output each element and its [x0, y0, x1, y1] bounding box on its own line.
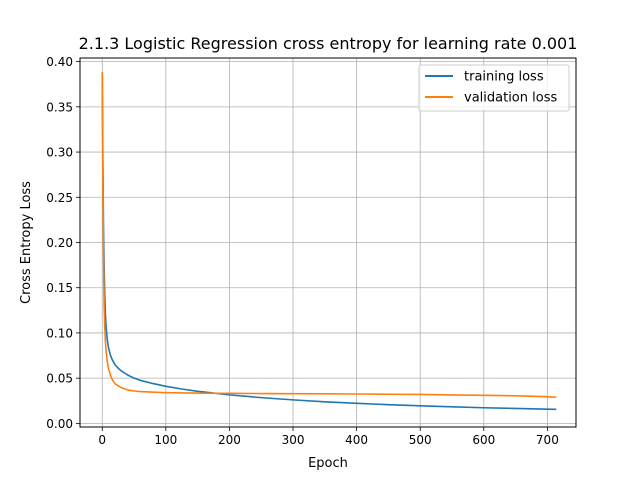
ticks-layer: 0 100 200 300 400 500 600 700 0.00 0.05 0.10 0.15 0.… [46, 55, 559, 447]
series-line-validation-loss [101, 71, 557, 398]
chart-title: 2.1.3 Logistic Regression cross entropy … [79, 34, 578, 53]
legend-label-training: training loss [464, 70, 544, 85]
y-tick-label: 0.25 [46, 191, 73, 205]
x-tick-label: 700 [536, 433, 559, 447]
x-tick-label: 0 [98, 433, 106, 447]
x-axis-label: Epoch [308, 456, 348, 471]
series-layer [101, 71, 557, 411]
y-tick-label: 0.30 [46, 146, 73, 160]
grid-layer [80, 58, 576, 427]
x-tick-label: 400 [345, 433, 368, 447]
legend-label-validation: validation loss [464, 91, 557, 106]
x-tick-label: 600 [472, 433, 495, 447]
y-tick-label: 0.40 [46, 55, 73, 69]
x-tick-label: 200 [218, 433, 241, 447]
y-tick-label: 0.20 [46, 236, 73, 250]
y-tick-label: 0.00 [46, 417, 73, 431]
x-tick-label: 300 [282, 433, 305, 447]
x-tick-label: 500 [409, 433, 432, 447]
y-tick-label: 0.10 [46, 326, 73, 340]
y-tick-label: 0.05 [46, 372, 73, 386]
y-axis-label: Cross Entropy Loss [19, 181, 34, 304]
y-tick-label: 0.35 [46, 100, 73, 114]
legend-box [418, 64, 570, 112]
legend: training loss validation loss [418, 64, 570, 112]
series-line-training-loss [101, 74, 557, 411]
y-tick-label: 0.15 [46, 281, 73, 295]
x-tick-label: 100 [154, 433, 177, 447]
